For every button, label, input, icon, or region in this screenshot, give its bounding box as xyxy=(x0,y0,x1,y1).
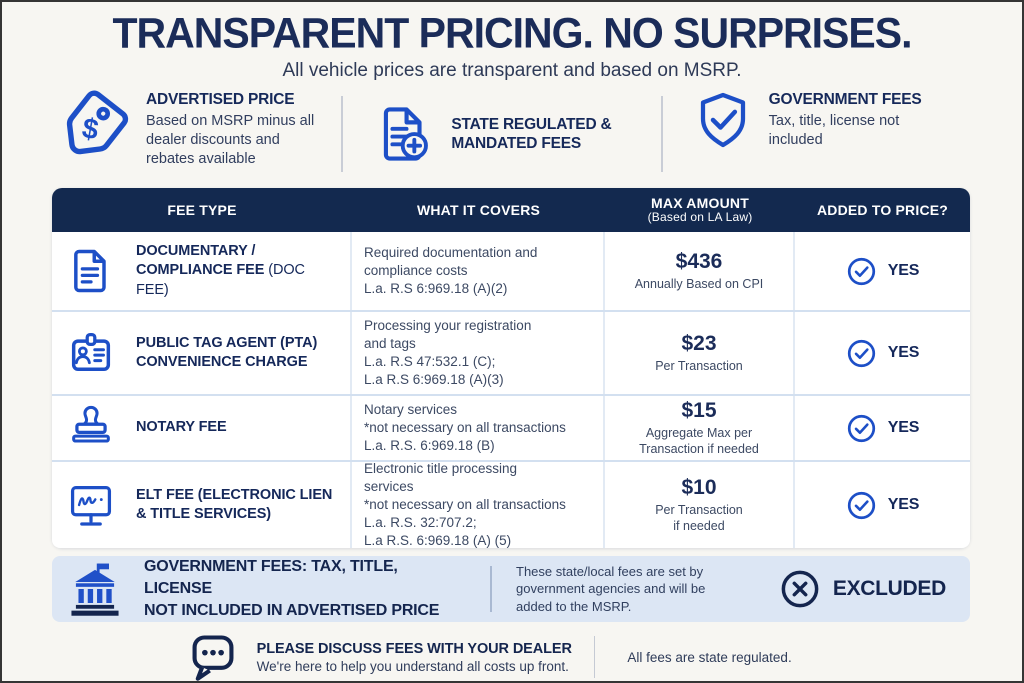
monitor-signature-icon xyxy=(62,479,120,531)
footer-note: All fees are state regulated. xyxy=(627,649,792,665)
speech-bubble-icon xyxy=(187,631,239,681)
fee-name: DOCUMENTARY / COMPLIANCE FEE (DOC FEE) xyxy=(136,242,338,301)
table-row-notary-fee: NOTARY FEE Notary services *not necessar… xyxy=(52,394,970,461)
fee-amount-note: Per Transaction xyxy=(655,358,743,373)
shield-check-icon xyxy=(693,90,753,150)
footer-title: PLEASE DISCUSS FEES WITH YOUR DEALER xyxy=(256,640,572,657)
document-plus-icon xyxy=(373,103,435,165)
header: TRANSPARENT PRICING. NO SURPRISES. All v… xyxy=(2,2,1022,82)
column-header-max-amount: MAX AMOUNT (Based on LA Law) xyxy=(605,195,795,225)
max-amount-label: MAX AMOUNT xyxy=(651,195,749,212)
fee-covers: Notary services *not necessary on all tr… xyxy=(364,401,566,454)
vertical-divider xyxy=(490,566,492,613)
column-header-covers: WHAT IT COVERS xyxy=(416,202,541,219)
fee-name: ELT FEE (ELECTRONIC LIEN & TITLE SERVICE… xyxy=(136,486,332,525)
x-circle-icon xyxy=(779,568,821,610)
fee-table: FEE TYPE WHAT IT COVERS MAX AMOUNT (Base… xyxy=(52,188,970,548)
footer-dealer-note: PLEASE DISCUSS FEES WITH YOUR DEALER We'… xyxy=(187,631,572,681)
price-tag-icon: $ xyxy=(54,90,130,166)
fee-name: PUBLIC TAG AGENT (PTA) CONVENIENCE CHARG… xyxy=(136,334,317,373)
vertical-divider xyxy=(660,96,663,173)
document-icon xyxy=(62,245,120,297)
id-badge-icon xyxy=(62,327,120,379)
fee-amount: $10 xyxy=(681,475,717,499)
footer: PLEASE DISCUSS FEES WITH YOUR DEALER We'… xyxy=(2,631,1022,681)
table-body: DOCUMENTARY / COMPLIANCE FEE (DOC FEE) R… xyxy=(52,232,970,548)
check-circle-icon xyxy=(846,338,877,369)
fee-covers: Required documentation and compliance co… xyxy=(364,244,538,297)
column-header-fee-type: FEE TYPE xyxy=(167,202,237,219)
fee-amount: $436 xyxy=(675,249,723,273)
vertical-divider xyxy=(341,96,344,173)
fee-name: NOTARY FEE xyxy=(136,418,227,438)
government-fees-banner: GOVERNMENT FEES: TAX, TITLE, LICENSE NOT… xyxy=(52,556,970,623)
fee-name-bold: DOCUMENTARY / COMPLIANCE FEE xyxy=(136,242,265,279)
bank-icon xyxy=(64,561,126,617)
svg-text:$: $ xyxy=(80,112,101,146)
fee-name-bold: ELT FEE (ELECTRONIC LIEN & TITLE SERVICE… xyxy=(136,486,333,523)
table-header-row: FEE TYPE WHAT IT COVERS MAX AMOUNT (Base… xyxy=(52,188,970,233)
highlights-row: $ ADVERTISED PRICE Based on MSRP minus a… xyxy=(54,88,980,180)
banner-description: These state/local fees are set by govern… xyxy=(516,563,706,614)
fee-name-bold: PUBLIC TAG AGENT (PTA) CONVENIENCE CHARG… xyxy=(136,334,318,371)
highlight-description: Tax, title, license not included xyxy=(768,113,900,149)
highlight-title: GOVERNMENT FEES xyxy=(768,91,922,109)
highlight-title: STATE REGULATED & MANDATED FEES xyxy=(451,115,612,153)
added-to-price-value: YES xyxy=(887,262,920,280)
max-amount-sublabel: (Based on LA Law) xyxy=(647,210,753,225)
column-header-added: ADDED TO PRICE? xyxy=(816,202,949,219)
table-row-elt-fee: ELT FEE (ELECTRONIC LIEN & TITLE SERVICE… xyxy=(52,460,970,548)
highlight-state-regulated: STATE REGULATED & MANDATED FEES xyxy=(343,88,660,180)
excluded-label: EXCLUDED xyxy=(832,577,946,601)
table-row-doc-fee: DOCUMENTARY / COMPLIANCE FEE (DOC FEE) R… xyxy=(52,232,970,311)
banner-title: GOVERNMENT FEES: TAX, TITLE, LICENSE NOT… xyxy=(144,557,440,620)
check-circle-icon xyxy=(846,490,877,521)
fee-covers: Electronic title processing services *no… xyxy=(364,460,566,549)
added-to-price-value: YES xyxy=(887,496,920,514)
highlight-title: ADVERTISED PRICE xyxy=(146,91,295,109)
fee-amount: $23 xyxy=(681,331,717,355)
highlight-government-fees: GOVERNMENT FEES Tax, title, license not … xyxy=(663,88,980,180)
banner-status: EXCLUDED xyxy=(779,568,946,610)
stamp-icon xyxy=(62,402,120,454)
fee-amount: $15 xyxy=(681,398,717,422)
page-subtitle: All vehicle prices are transparent and b… xyxy=(282,60,742,82)
check-circle-icon xyxy=(846,413,877,444)
highlight-description: Based on MSRP minus all dealer discounts… xyxy=(146,113,315,168)
fee-covers: Processing your registration and tags L.… xyxy=(364,317,532,388)
page-title: TRANSPARENT PRICING. NO SURPRISES. xyxy=(112,9,913,57)
fee-amount-note: Aggregate Max per Transaction if needed xyxy=(639,425,759,457)
fee-name-bold: NOTARY FEE xyxy=(136,419,227,436)
added-to-price-value: YES xyxy=(887,419,920,437)
fee-amount-note: Annually Based on CPI xyxy=(634,276,764,291)
vertical-divider xyxy=(593,636,596,679)
table-row-pta-charge: PUBLIC TAG AGENT (PTA) CONVENIENCE CHARG… xyxy=(52,310,970,395)
footer-subtitle: We're here to help you understand all co… xyxy=(256,658,569,674)
fee-amount-note: Per Transaction if needed xyxy=(655,502,743,534)
fee-name-suffix: (DOC FEE) xyxy=(136,262,305,298)
check-circle-icon xyxy=(846,256,877,287)
highlight-advertised-price: $ ADVERTISED PRICE Based on MSRP minus a… xyxy=(54,88,341,180)
added-to-price-value: YES xyxy=(887,344,920,362)
